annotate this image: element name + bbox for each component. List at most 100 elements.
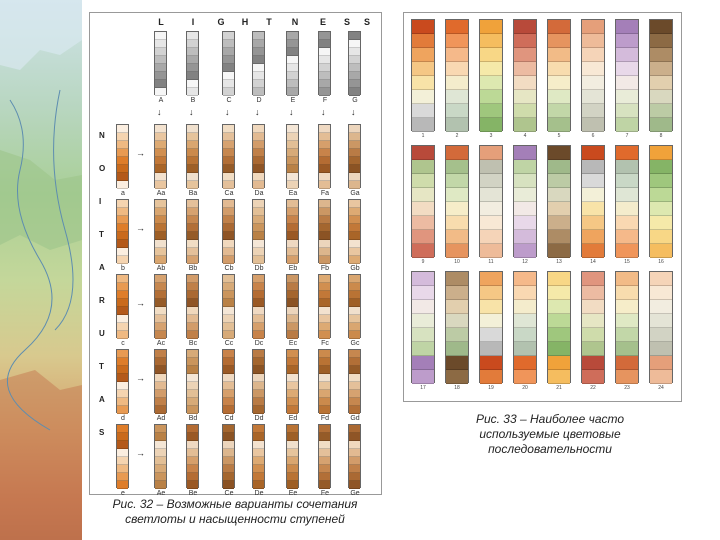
strip-cell: [287, 358, 298, 366]
strip-cell: [319, 56, 330, 64]
saturation-letter: R: [99, 296, 105, 305]
strip-cell: [349, 465, 360, 473]
strip-cell: [155, 149, 166, 157]
strip-cell: [319, 181, 330, 189]
strip-cell: [287, 240, 298, 248]
column-header: S: [363, 17, 370, 27]
strip-cell: [412, 286, 434, 300]
color-sequence-strip: [479, 145, 503, 258]
strip-cell: [319, 40, 330, 48]
strip-cell: [349, 200, 360, 208]
strip-cell: [650, 216, 672, 230]
strip-cell: [253, 299, 264, 307]
strip-cell: [287, 149, 298, 157]
strip-cell: [155, 240, 166, 248]
color-sequence-strip: [513, 271, 537, 384]
strip-cell: [349, 433, 360, 441]
strip-cell: [253, 80, 264, 88]
strip-cell: [155, 173, 166, 181]
strip-cell: [117, 358, 128, 366]
strip-cell: [223, 307, 234, 315]
strip-cell: [349, 473, 360, 481]
strip-cell: [223, 232, 234, 240]
strip-cell: [446, 244, 468, 258]
strip-cell: [319, 283, 330, 291]
strip-cell: [349, 398, 360, 406]
strip-cell: [446, 230, 468, 244]
strip-cell: [514, 90, 536, 104]
strip-cell: [616, 216, 638, 230]
strip-cell: [349, 133, 360, 141]
strip-cell: [253, 315, 264, 323]
strip-cell: [155, 224, 166, 232]
color-sequence-strip: [445, 19, 469, 132]
strip-cell: [650, 356, 672, 370]
combination-label: Fb: [320, 265, 330, 272]
strip-cell: [187, 88, 198, 96]
strip-cell: [223, 149, 234, 157]
strip-cell: [319, 390, 330, 398]
strip-cell: [582, 328, 604, 342]
strip-cell: [548, 20, 570, 34]
combined-strip: [348, 274, 361, 339]
strip-cell: [117, 481, 128, 489]
strip-cell: [319, 256, 330, 264]
strip-cell: [155, 275, 166, 283]
strip-cell: [155, 374, 166, 382]
strip-cell: [287, 307, 298, 315]
caption-33-line-2: используемые цветовые: [479, 427, 621, 441]
strip-cell: [548, 370, 570, 384]
color-sequence-strip: [615, 19, 639, 132]
combined-strip: [186, 124, 199, 189]
strip-cell: [349, 382, 360, 390]
strip-cell: [349, 291, 360, 299]
orange-saturation-strip: [116, 424, 129, 489]
strip-cell: [287, 323, 298, 331]
combination-label: Gb: [350, 265, 360, 272]
strip-cell: [253, 390, 264, 398]
combined-strip: [252, 349, 265, 414]
strip-cell: [155, 382, 166, 390]
strip-cell: [253, 406, 264, 414]
strip-cell: [117, 149, 128, 157]
strip-cell: [349, 299, 360, 307]
strip-cell: [514, 20, 536, 34]
strip-cell: [349, 157, 360, 165]
strip-cell: [223, 331, 234, 339]
strip-cell: [349, 323, 360, 331]
figure-33-color-sequences: 1 2 3 4 5 6 7 8 9 10 11 12 13 14 15 16 17 18 19 20 21 22 23 24: [403, 12, 682, 402]
strip-cell: [223, 165, 234, 173]
strip-cell: [616, 118, 638, 132]
strip-cell: [155, 133, 166, 141]
sequence-number: 5: [557, 133, 561, 139]
caption-33-line-3: последовательности: [488, 442, 612, 456]
strip-cell: [117, 248, 128, 256]
strip-cell: [287, 398, 298, 406]
strip-cell: [253, 133, 264, 141]
strip-cell: [223, 350, 234, 358]
strip-cell: [253, 40, 264, 48]
strip-cell: [187, 390, 198, 398]
strip-cell: [650, 272, 672, 286]
strip-cell: [616, 300, 638, 314]
grey-lightness-strip: [286, 31, 299, 96]
combined-strip: [186, 274, 199, 339]
strip-cell: [650, 48, 672, 62]
strip-cell: [253, 398, 264, 406]
strip-cell: [223, 406, 234, 414]
strip-cell: [223, 200, 234, 208]
grey-lightness-strip: [186, 31, 199, 96]
strip-cell: [223, 465, 234, 473]
strip-cell: [446, 104, 468, 118]
strip-cell: [548, 146, 570, 160]
strip-cell: [187, 200, 198, 208]
strip-cell: [187, 331, 198, 339]
strip-cell: [480, 104, 502, 118]
strip-cell: [548, 202, 570, 216]
strip-cell: [187, 441, 198, 449]
strip-cell: [187, 275, 198, 283]
strip-cell: [616, 370, 638, 384]
strip-cell: [582, 20, 604, 34]
combination-label: Gd: [350, 415, 360, 422]
combination-label: Ea: [288, 190, 298, 197]
